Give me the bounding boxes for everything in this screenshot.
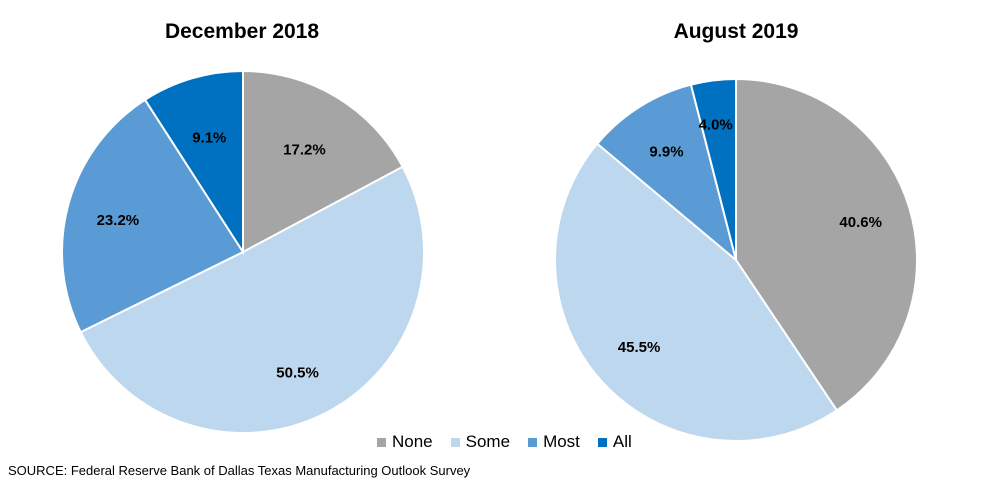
legend-label-none: None (392, 432, 433, 451)
legend-swatch-most (528, 437, 538, 447)
data-label-most: 23.2% (97, 212, 140, 229)
pie-slice-all (143, 69, 244, 256)
chart-title-august-2019: August 2019 (673, 20, 799, 43)
legend-label-all: All (612, 432, 632, 451)
data-label-most: 9.9% (649, 144, 683, 161)
pie-slice-some (79, 165, 426, 434)
legend-item-some: Some (450, 432, 511, 452)
legend-swatch-none (377, 437, 386, 447)
legend-label-most: Most (543, 432, 580, 451)
pie-slice-all (689, 77, 737, 261)
data-label-all: 4.0% (699, 117, 733, 134)
pie-slice-none (242, 69, 405, 254)
legend-item-most: Most (528, 432, 580, 452)
data-label-some: 50.5% (276, 364, 319, 381)
legend-swatch-some (450, 437, 460, 447)
legend-swatch-all (597, 437, 607, 447)
source-note: SOURCE: Federal Reserve Bank of Dallas T… (8, 463, 471, 478)
pie-1: 40.6% 45.5% 9.9% 4.0% (554, 77, 918, 442)
legend: None Some Most All (377, 432, 650, 452)
legend-label-some: Some (465, 432, 511, 451)
chart-title-december-2018: December 2018 (164, 20, 320, 43)
pie-slice-most (61, 98, 245, 334)
legend-item-none: None (377, 432, 433, 452)
pie-slice-none (735, 77, 918, 412)
pie-slice-some (554, 142, 839, 442)
data-label-none: 17.2% (283, 142, 326, 159)
pie-0: 17.2% 50.5% 23.2% 9.1% (61, 69, 426, 434)
data-label-all: 9.1% (192, 129, 226, 146)
legend-item-all: All (597, 432, 632, 452)
data-label-some: 45.5% (618, 339, 661, 356)
data-label-none: 40.6% (839, 214, 882, 231)
